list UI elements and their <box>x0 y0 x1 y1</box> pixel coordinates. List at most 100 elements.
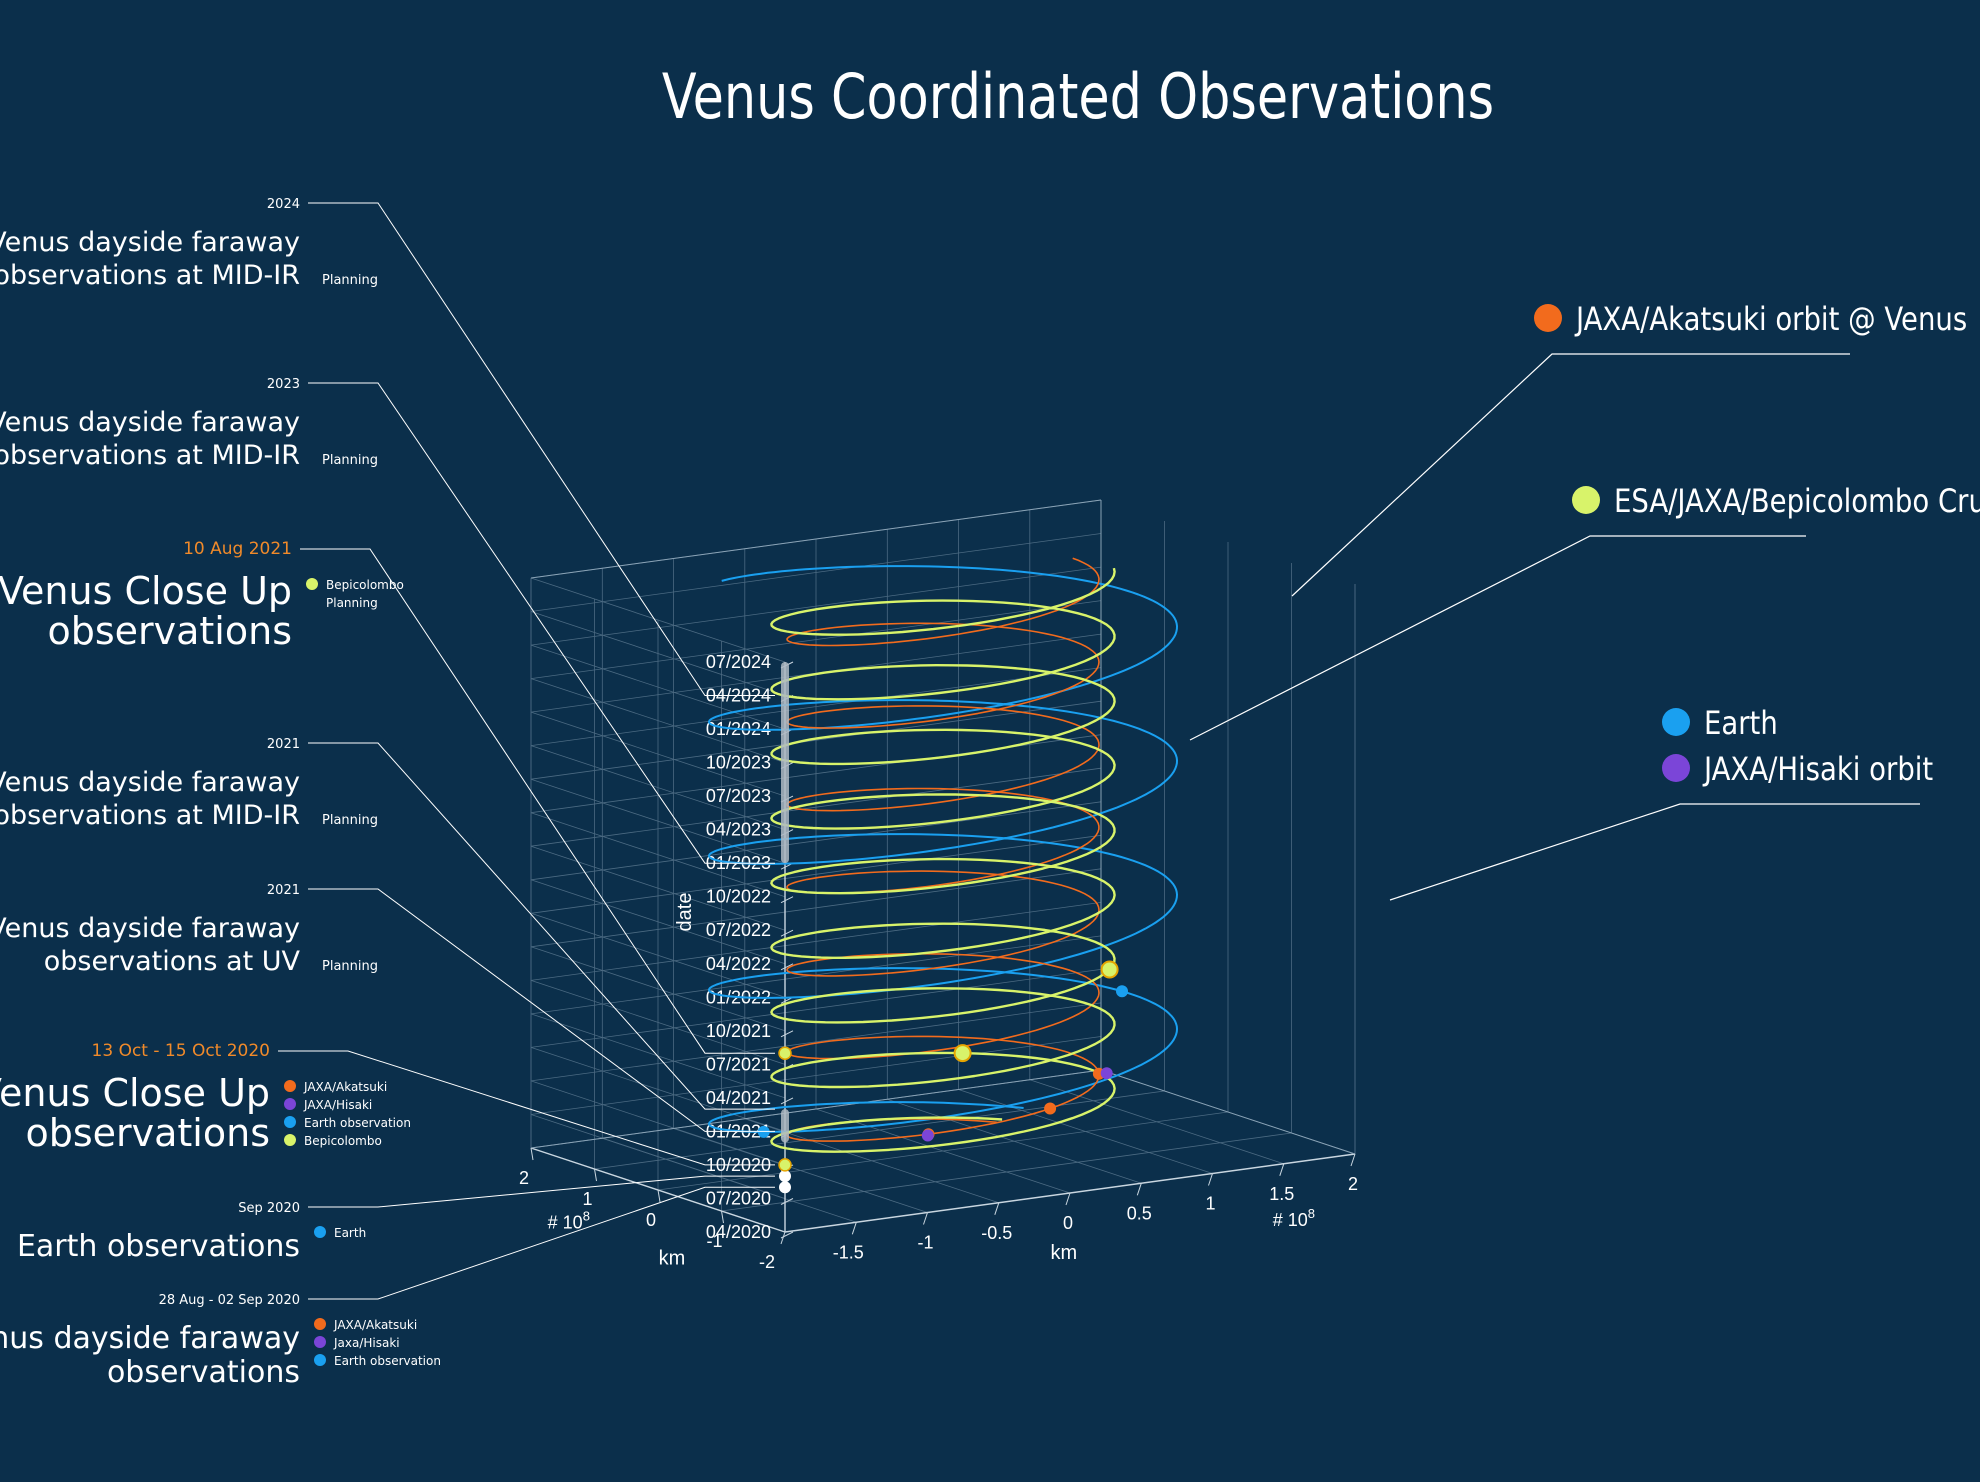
date-tick <box>780 896 794 904</box>
annotation-title: observations at UV <box>44 946 301 977</box>
legend-swatch <box>1662 708 1690 736</box>
y-tick-label: -1 <box>706 1231 722 1251</box>
date-tick <box>780 1030 794 1038</box>
x-tick-label: -2 <box>759 1252 775 1272</box>
annotation-title: Venus dayside faraway <box>0 1321 300 1356</box>
grid-line <box>530 969 1102 1048</box>
x-tick <box>923 1212 928 1225</box>
annotation-title: Venus dayside faraway <box>0 913 300 944</box>
grid-line <box>530 946 786 1032</box>
grid-line <box>594 1090 1165 1170</box>
grid-line <box>530 845 786 931</box>
annotation-legend-label: JAXA/Akatsuki <box>333 1318 417 1332</box>
grid-line <box>530 812 786 898</box>
annotation-legend-label: Earth <box>334 1226 366 1240</box>
x-tick-label: -1 <box>917 1233 933 1253</box>
y-tick-label: 1 <box>582 1189 592 1209</box>
legend-item: JAXA/Hisaki orbit <box>1389 751 1933 901</box>
event-point <box>953 1044 972 1063</box>
event-point <box>1044 1102 1057 1115</box>
annotation-leader-line <box>278 1050 775 1166</box>
legend-leader-line <box>1291 353 1850 597</box>
annotation-title: observations <box>25 1111 270 1155</box>
x-tick <box>851 1222 857 1235</box>
legend-label: Earth <box>1704 705 1778 743</box>
annotation-legend-dot <box>284 1134 296 1146</box>
x-tick <box>1208 1173 1213 1186</box>
grid-line <box>530 711 786 797</box>
legend-swatch <box>1534 304 1562 332</box>
date-tick <box>780 1198 794 1205</box>
planning-band <box>781 662 789 864</box>
legend-item: Earth <box>1662 705 1778 743</box>
annotation-date: 2023 <box>267 377 300 392</box>
x-tick <box>1136 1183 1142 1196</box>
grid-line <box>530 1047 786 1132</box>
grid-line <box>530 577 786 663</box>
annotation-legend-dot <box>284 1080 296 1092</box>
annotation-title: Venus dayside faraway <box>0 767 300 798</box>
y-axis-exponent-power: 8 <box>583 1209 590 1224</box>
grid-line <box>530 912 786 998</box>
grid-line <box>530 745 786 830</box>
annotation-legend-dot <box>314 1354 326 1366</box>
annotation-title: observations <box>107 1355 300 1390</box>
axis-edge <box>530 1069 1102 1149</box>
y-tick <box>594 1168 597 1182</box>
chart-title: Venus Coordinated Observations <box>662 61 1494 133</box>
grid-line <box>530 834 1102 914</box>
annotation-leader-line <box>308 742 775 1110</box>
date-tick-label: 04/2020 <box>706 1222 771 1242</box>
y-tick <box>530 1147 534 1161</box>
grid-line <box>530 667 1102 746</box>
annotation-leader-line <box>308 1186 775 1300</box>
date-tick <box>780 963 794 971</box>
annotation-title: Venus Close Up <box>0 1071 270 1115</box>
x-tick-label: 2 <box>1348 1174 1358 1194</box>
date-tick-label: 10/2021 <box>706 1021 771 1041</box>
annotation-title: observations at MID-IR <box>0 440 300 471</box>
grid-line <box>530 767 1102 847</box>
x-tick <box>1350 1153 1356 1167</box>
chart-legend: JAXA/Akatsuki orbit @ Venus ESA/JAXA/Bepi… <box>1189 301 1980 901</box>
grid-line <box>530 778 786 864</box>
y-tick-label: 0 <box>646 1210 656 1230</box>
grid-line <box>530 1080 786 1166</box>
grid-line <box>530 566 1102 646</box>
annotation-legend-dot <box>314 1336 326 1348</box>
annotation-date: 28 Aug - 02 Sep 2020 <box>159 1293 300 1308</box>
grid-line <box>657 1111 1229 1191</box>
legend-item: JAXA/Akatsuki orbit @ Venus <box>1291 301 1967 597</box>
x-tick-label: 1 <box>1205 1194 1215 1214</box>
date-tick <box>780 1097 794 1105</box>
series-earth-orbit <box>708 565 1178 1133</box>
timeline-marker <box>778 1158 792 1172</box>
series-bepicolombo-cruise <box>770 567 1116 1153</box>
x-tick <box>1065 1192 1071 1206</box>
date-tick-label: 07/2020 <box>706 1189 771 1209</box>
event-point <box>1100 960 1119 979</box>
annotation-leader-line <box>308 888 775 1132</box>
date-tick-label: 04/2022 <box>706 954 771 974</box>
chart-series <box>708 557 1178 1153</box>
x-axis-label: km <box>1050 1242 1077 1264</box>
annotation-date: 10 Aug 2021 <box>183 539 292 559</box>
event-point <box>1100 1067 1113 1080</box>
annotation-date: 2024 <box>267 197 300 212</box>
axis-edge <box>1100 1069 1356 1155</box>
annotation-date: 2021 <box>267 883 300 898</box>
x-tick <box>994 1202 1000 1215</box>
grid-line <box>530 1002 1102 1082</box>
event-point <box>1116 985 1128 998</box>
annotation-legend-label: Bepicolombo <box>326 578 404 592</box>
grid-line <box>530 533 1102 612</box>
annotation-legend-label: Bepicolombo <box>304 1134 382 1148</box>
annotation-leader-line <box>300 548 775 1054</box>
annotation-leader-line <box>308 202 775 696</box>
annotation-leader-line <box>308 382 775 864</box>
grid-line <box>530 980 786 1065</box>
